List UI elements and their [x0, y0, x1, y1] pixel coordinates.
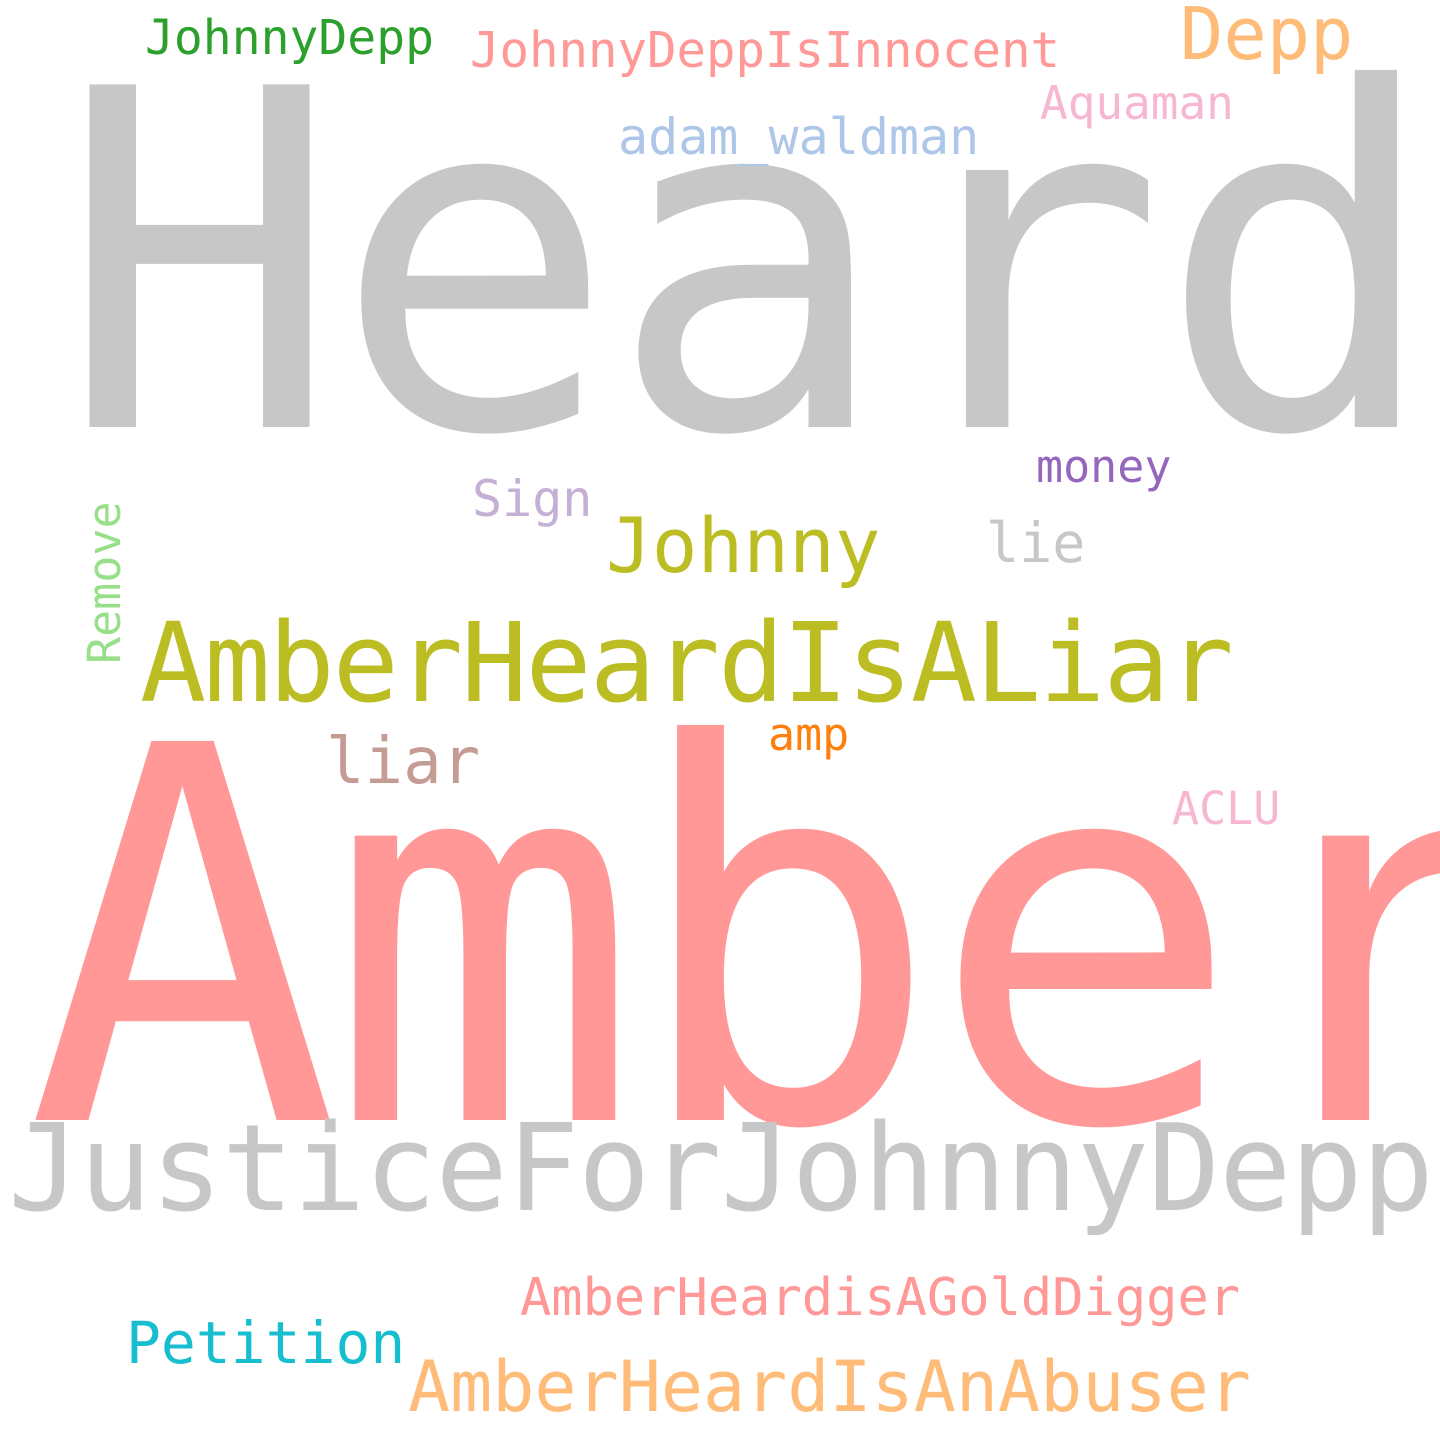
- word-depp: Depp: [1180, 0, 1354, 76]
- word-aclu: ACLU: [1172, 782, 1281, 835]
- word-amberheardisaliar: AmberHeardIsALiar: [140, 599, 1234, 727]
- word-sign: Sign: [472, 470, 593, 528]
- word-heard: Heard: [58, 0, 1440, 538]
- word-amp: amp: [768, 708, 850, 761]
- word-justicefor-johnnydepp: JusticeForJohnnyDepp: [8, 1100, 1434, 1239]
- word-johnnydeppisinnocent: JohnnyDeppIsInnocent: [470, 22, 1061, 79]
- word-amber: Amber: [26, 637, 1440, 1243]
- word-money: money: [1036, 440, 1172, 493]
- word-amberheardisagolddigger: AmberHeardisAGoldDigger: [520, 1268, 1241, 1328]
- word-johnnydepp: JohnnyDepp: [145, 10, 434, 66]
- word-aquaman: Aquaman: [1040, 76, 1234, 130]
- word-adam-waldman: adam_waldman: [618, 108, 980, 166]
- word-johnny: Johnny: [606, 501, 881, 590]
- word-amberheardisanabuser: AmberHeardIsAnAbuser: [408, 1346, 1251, 1428]
- word-petition: Petition: [126, 1309, 406, 1377]
- word-lie: lie: [986, 511, 1086, 575]
- word-remove: Remove: [78, 501, 131, 664]
- word-liar: liar: [326, 725, 481, 799]
